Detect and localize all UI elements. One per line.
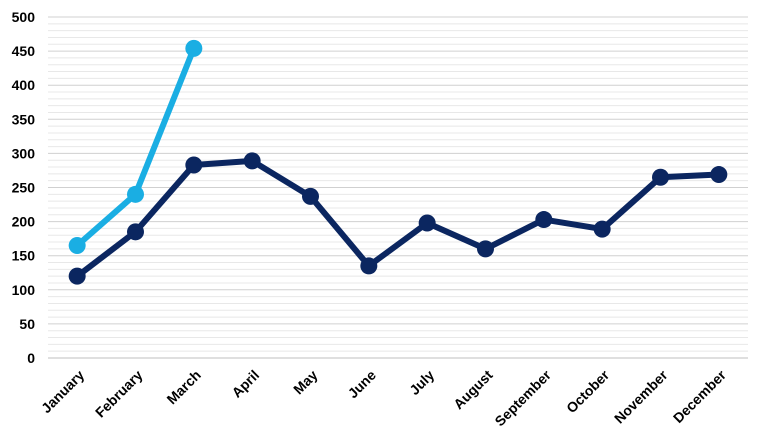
data-point <box>185 39 203 57</box>
data-point <box>418 214 436 232</box>
data-point <box>593 220 611 238</box>
y-tick-label: 250 <box>12 180 36 196</box>
x-tick-label: August <box>450 367 496 413</box>
y-tick-label: 50 <box>19 316 35 332</box>
x-tick-label: December <box>670 366 730 426</box>
x-tick-label: June <box>345 367 380 402</box>
x-tick-label: November <box>611 366 671 426</box>
y-tick-label: 100 <box>12 282 36 298</box>
data-point <box>243 152 261 170</box>
x-tick-label: May <box>290 367 321 398</box>
data-point <box>127 223 144 241</box>
x-tick-label: September <box>491 366 554 429</box>
x-tick-label: April <box>228 367 262 401</box>
data-point <box>360 257 378 275</box>
data-point <box>68 236 86 254</box>
y-tick-label: 150 <box>12 248 36 264</box>
y-tick-label: 400 <box>12 77 36 93</box>
x-axis-ticks: January February March April May June July Augu… <box>38 366 729 429</box>
data-point <box>68 267 86 285</box>
x-tick-label: March <box>163 367 203 407</box>
y-tick-label: 350 <box>12 111 36 127</box>
data-point <box>302 187 319 205</box>
x-tick-label: February <box>92 367 146 421</box>
data-point <box>477 240 494 258</box>
grid <box>48 16 748 359</box>
data-point <box>535 211 553 229</box>
data-point <box>652 168 669 186</box>
y-tick-label: 500 <box>12 9 36 25</box>
data-point <box>185 156 203 174</box>
data-point <box>127 185 144 203</box>
data-point <box>710 166 728 184</box>
y-tick-label: 0 <box>27 350 35 366</box>
series-line-1 <box>74 157 722 280</box>
series-group <box>68 39 728 285</box>
y-tick-label: 450 <box>12 43 36 59</box>
y-tick-label: 200 <box>12 214 36 230</box>
x-tick-label: January <box>38 367 87 416</box>
y-axis-ticks: 0 50 100 150 200 250 300 350 400 450 500 <box>12 9 36 366</box>
y-tick-label: 300 <box>12 145 36 161</box>
x-tick-label: October <box>563 366 613 416</box>
x-tick-label: July <box>406 367 437 398</box>
